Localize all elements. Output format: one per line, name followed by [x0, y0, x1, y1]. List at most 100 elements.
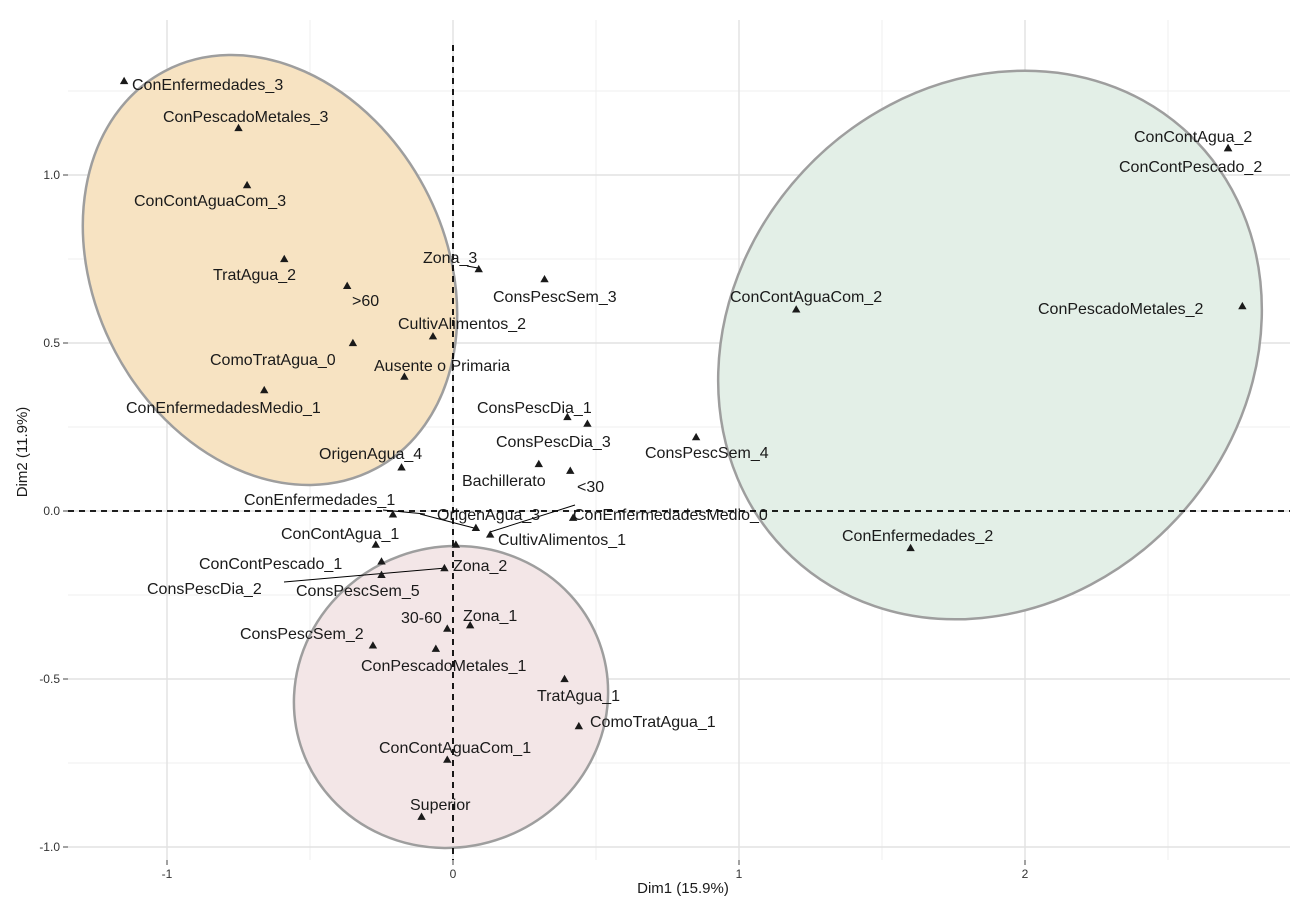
point-marker: [417, 812, 426, 820]
point-label: ConContPescado_1: [199, 556, 342, 573]
point-label: ConsPescDia_1: [477, 400, 592, 417]
x-tick-label: -1: [162, 867, 173, 881]
point-marker: [1238, 301, 1247, 310]
point-marker: [792, 305, 801, 313]
point-label: Bachillerato: [462, 473, 546, 490]
point-marker: [474, 264, 483, 273]
point-label: ConsPescDia_2: [147, 581, 262, 598]
label-leader-line: [382, 509, 426, 515]
axis-ticks: -1 0 1 2 -1.0 -0.5 0.0 0.5 1.0: [39, 168, 1028, 881]
point-label: Superior: [410, 797, 471, 814]
label-leader-line: [466, 265, 479, 269]
point-label: OrigenAgua_3: [437, 507, 540, 524]
point-label: TratAgua_2: [213, 267, 296, 284]
point-label: ConsPescSem_2: [240, 626, 364, 643]
point-marker: [119, 76, 129, 85]
point-marker: [534, 459, 543, 468]
label-leader-line: [489, 504, 576, 533]
point-marker: [234, 123, 243, 132]
point-label: ConEnfermedades_1: [244, 492, 395, 509]
point-marker: [451, 540, 461, 548]
reference-lines: [68, 45, 1290, 860]
point-label: OrigenAgua_4: [319, 446, 422, 463]
point-label: Zona_3: [423, 250, 477, 267]
point-label: 30-60: [401, 610, 442, 627]
x-tick-label: 0: [450, 867, 457, 881]
point-marker: [906, 543, 915, 552]
y-axis-title: Dim2 (11.9%): [14, 407, 31, 498]
point-label: ConContAguaCom_2: [730, 289, 882, 306]
point-label: ConPescadoMetales_1: [361, 658, 527, 675]
label-leader-line: [419, 513, 475, 529]
x-tick-label: 2: [1022, 867, 1029, 881]
point-marker: [563, 412, 572, 421]
point-label: ConContAgua_2: [1134, 129, 1252, 146]
point-marker: [397, 463, 406, 471]
point-marker: [443, 624, 452, 632]
point-marker: [540, 274, 549, 283]
point-marker: [377, 570, 386, 578]
point-marker: [280, 254, 289, 263]
point-marker: [342, 281, 352, 290]
x-axis-title: Dim1 (15.9%): [637, 880, 729, 897]
point-marker: [242, 180, 252, 189]
point-marker: [560, 674, 569, 683]
cluster-ellipses: [81, 53, 1264, 850]
point-marker: [568, 513, 578, 521]
point-label: ConPescadoMetales_3: [163, 109, 329, 126]
point-label: ConPescadoMetales_2: [1038, 301, 1204, 318]
point-label: ConsPescSem_5: [296, 583, 420, 600]
point-marker: [440, 563, 449, 572]
point-label: <30: [577, 479, 604, 496]
point-label: CultivAlimentos_1: [498, 532, 626, 549]
point-label: Zona_1: [463, 608, 517, 625]
point-marker: [465, 621, 475, 629]
point-marker: [371, 540, 380, 548]
point-marker: [691, 432, 701, 441]
y-tick-label: -0.5: [39, 672, 60, 686]
y-tick-label: 0.5: [43, 336, 60, 350]
point-marker: [368, 641, 378, 649]
point-marker: [400, 372, 409, 380]
point-label: Zona_2: [453, 558, 507, 575]
point-label: TratAgua_1: [537, 688, 620, 705]
point-label: ConEnfermedades_3: [132, 77, 283, 94]
point-label: ConContAguaCom_3: [134, 193, 286, 210]
point-label: ComoTratAgua_0: [210, 352, 336, 369]
point-markers: [119, 76, 1247, 820]
point-label: ConContAguaCom_1: [379, 740, 531, 757]
point-marker: [443, 755, 452, 763]
point-marker: [388, 510, 398, 518]
point-marker: [260, 385, 269, 394]
point-label: Ausente o Primaria: [374, 358, 510, 375]
point-label: ConContPescado_2: [1119, 159, 1262, 176]
point-label: ConEnfermedadesMedio_0: [573, 507, 768, 524]
point-marker: [485, 530, 495, 538]
point-label: ConsPescSem_3: [493, 289, 617, 306]
point-marker: [574, 721, 584, 730]
point-label: ConsPescDia_3: [496, 434, 611, 451]
point-marker: [428, 332, 438, 340]
point-marker: [1223, 143, 1233, 152]
point-label: >60: [352, 293, 379, 310]
point-marker: [348, 338, 358, 347]
point-marker: [377, 557, 386, 565]
point-label: CultivAlimentos_2: [398, 316, 526, 333]
point-label: ConContAgua_1: [281, 526, 399, 543]
point-marker: [566, 466, 575, 474]
y-tick-label: -1.0: [39, 840, 60, 854]
cluster-ellipse: [716, 69, 1264, 621]
point-marker: [431, 644, 441, 652]
point-marker: [471, 523, 481, 531]
cluster-ellipse: [292, 544, 610, 850]
point-label: ComoTratAgua_1: [590, 714, 716, 731]
y-tick-label: 1.0: [43, 168, 60, 182]
x-tick-label: 1: [736, 867, 743, 881]
point-label: ConEnfermedades_2: [842, 528, 993, 545]
point-label: ConsPescSem_4: [645, 445, 769, 462]
y-tick-label: 0.0: [43, 504, 60, 518]
point-labels: ConEnfermedades_3 ConPescadoMetales_3 ConC…: [126, 77, 1262, 814]
cluster-ellipse: [81, 53, 459, 487]
label-leader-lines: [283, 265, 576, 583]
